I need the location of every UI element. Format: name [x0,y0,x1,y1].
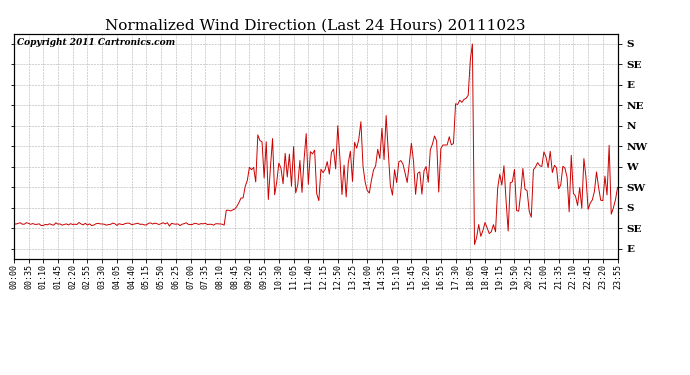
Text: Copyright 2011 Cartronics.com: Copyright 2011 Cartronics.com [17,38,175,47]
Title: Normalized Wind Direction (Last 24 Hours) 20111023: Normalized Wind Direction (Last 24 Hours… [106,19,526,33]
